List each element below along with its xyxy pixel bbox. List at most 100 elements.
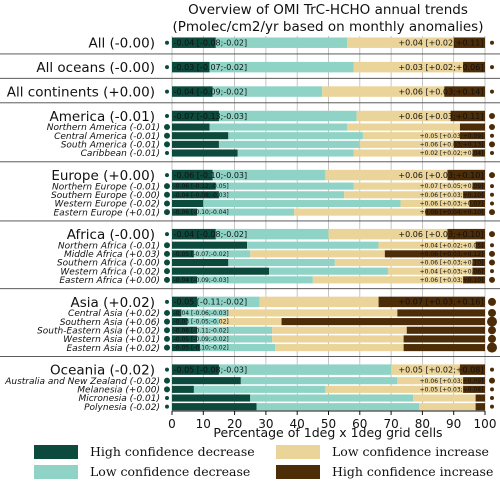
row-labels: All (-0.00) All oceans (-0.00) All contine…: [4, 36, 160, 413]
right-annotation: +0.06 [+0.03;+0.10]: [420, 260, 484, 267]
row-label: Western Asia (+0.01): [63, 335, 160, 345]
bar-segment: [172, 250, 194, 258]
right-annotation: +0.06 [+0.03;+0.10]: [398, 171, 483, 180]
left-annotation: -0.05 [-0.10;-0.02]: [174, 345, 229, 352]
bar-segment: [472, 267, 485, 275]
increase-dot: [490, 184, 494, 189]
row-label: Western Africa (-0.02): [60, 267, 160, 277]
bar-segment: [212, 86, 323, 97]
decrease-dot: [164, 191, 170, 198]
increase-dot: [490, 367, 494, 372]
bar-segment: [247, 241, 379, 249]
row-label: Middle Africa (+0.03): [64, 250, 160, 260]
right-annotation: +0.06 [+0.03;+0.10]: [420, 192, 484, 199]
bar-segment: [172, 344, 201, 352]
bar-segment: [228, 258, 335, 267]
left-annotation: -0.03 [-0.07;-0.02]: [174, 63, 248, 72]
bar-segment: [378, 241, 476, 249]
row-label: Southern Asia (+0.06): [60, 318, 160, 328]
legend-swatch: [276, 445, 320, 459]
bar-segment: [172, 309, 182, 317]
left-annotation: -0.04 [-0.09;-0.02]: [174, 87, 248, 96]
bar-segment: [475, 394, 485, 402]
x-tick-label: 0: [168, 417, 176, 431]
right-annotation: +0.04 [+0.02;+0.05]: [420, 242, 484, 249]
decrease-dot: [164, 276, 170, 283]
bar-segment: [172, 326, 198, 334]
bar-segment: [453, 140, 485, 148]
left-annotation: -0.07 [-0.13;-0.03]: [174, 112, 248, 121]
right-annotation: +0.06 [+0.03;+0.07]: [420, 201, 484, 208]
bar-segment: [215, 182, 354, 190]
x-tick-label: 100: [474, 417, 497, 431]
right-annotation: +0.05 [+0.02;+0.08]: [398, 365, 483, 374]
bar-segment: [397, 377, 464, 385]
row-label: All (-0.00): [89, 36, 156, 52]
row-label: South-Eastern Asia (+0.02): [37, 326, 160, 336]
row-label: Europe (+0.00): [51, 168, 155, 184]
increase-dot: [490, 396, 494, 401]
bar-segment: [384, 250, 485, 258]
bar-segment: [450, 110, 485, 122]
left-annotation: -0.06 [-0.10;-0.03]: [174, 171, 248, 180]
bar-segment: [172, 241, 248, 249]
right-annotation: +0.02 [+0.02;+0.04]: [420, 150, 484, 157]
increase-dot: [488, 308, 496, 317]
bar-segment: [215, 228, 329, 240]
bar-segment: [475, 403, 485, 411]
right-annotation: +0.07 [+0.03;+0.16]: [398, 298, 483, 307]
bar-segment: [218, 318, 282, 326]
bar-segment: [397, 309, 485, 317]
x-tick-label: 50: [321, 417, 336, 431]
bar-segment: [181, 309, 229, 317]
row-label: Eastern Asia (+0.02): [66, 344, 160, 354]
bar-segment: [197, 276, 313, 284]
increase-dot: [490, 89, 494, 94]
bar-segment: [172, 403, 257, 411]
row-label: Melanesia (+0.00): [77, 386, 160, 396]
bar-segment: [419, 403, 476, 411]
bar-segment: [463, 191, 485, 199]
decrease-dot: [164, 141, 170, 148]
bar-segment: [344, 191, 464, 199]
x-tick-label: 80: [415, 417, 430, 431]
bar-segment: [347, 123, 460, 131]
bar-segment: [413, 394, 476, 402]
row-label: All oceans (-0.00): [36, 60, 155, 76]
decrease-dot: [165, 89, 169, 94]
bar-segment: [463, 377, 485, 385]
row-label: South America (-0.01): [61, 141, 160, 151]
bar-segment: [172, 169, 213, 181]
decrease-dot: [164, 268, 170, 275]
left-annotation: -0.06 [-0.12;-0.05]: [174, 183, 229, 190]
bar-segment: [237, 149, 354, 157]
decrease-dot: [165, 151, 169, 156]
increase-dot: [490, 192, 494, 197]
bar-segment: [209, 61, 354, 73]
x-tick-label: 20: [227, 417, 242, 431]
bar-segment: [359, 140, 454, 148]
bar-segment: [312, 276, 464, 284]
x-tick-label: 60: [352, 417, 367, 431]
bar-segment: [281, 318, 485, 326]
bar-segment: [322, 86, 445, 97]
increase-dot: [489, 276, 495, 283]
bar-segment: [269, 267, 388, 275]
bar-segment: [334, 258, 473, 267]
bar-segment: [172, 276, 198, 284]
right-annotation: +0.03 [+0.02;+0.06]: [398, 63, 483, 72]
right-annotation: +0.06 [+0.03;+0.10]: [398, 230, 483, 239]
decrease-dot: [164, 377, 170, 384]
left-annotation: -0.06 [-0.11;-0.02]: [174, 327, 229, 334]
increase-dot: [489, 377, 495, 384]
bar-segment: [172, 208, 198, 216]
x-tick-label: 70: [383, 417, 398, 431]
row-label: Eastern Africa (+0.00): [59, 276, 160, 286]
bar-segment: [212, 169, 326, 181]
right-annotation: +0.06 [+0.03;+0.13]: [420, 141, 484, 148]
bar-segment: [425, 208, 485, 216]
decrease-dot: [165, 232, 169, 237]
x-tick-label: 40: [290, 417, 305, 431]
bar-segment: [172, 182, 216, 190]
bar-segment: [459, 123, 485, 131]
